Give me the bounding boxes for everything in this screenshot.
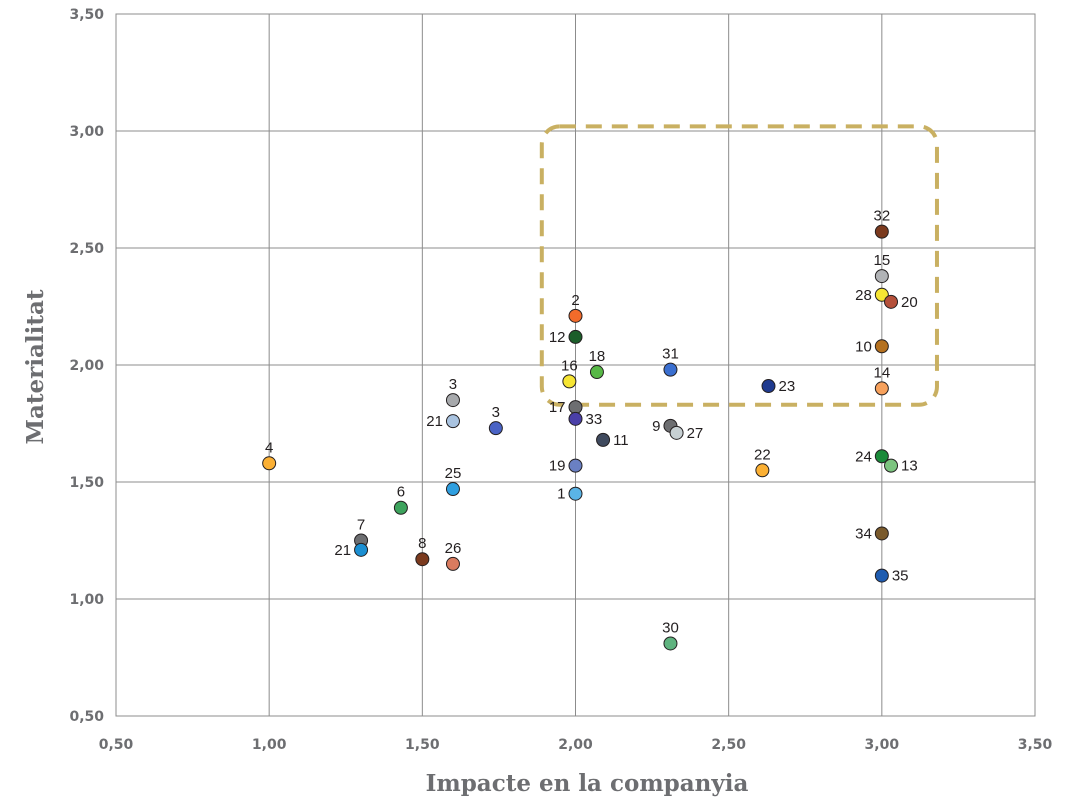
data-point-label: 16: [561, 357, 578, 374]
data-point: [445, 393, 460, 408]
data-point: [488, 421, 503, 436]
y-tick-label: 2,50: [69, 241, 104, 257]
data-point: [589, 365, 604, 380]
data-point: [874, 381, 889, 396]
tick-layer: 0,50 1,00 1,50 2,00 2,50 3,00 3,50 0,50 1,00 1,50…: [69, 7, 1052, 753]
data-point: [874, 568, 889, 583]
data-point: [568, 486, 583, 501]
data-point: [874, 449, 889, 464]
data-point: [354, 542, 369, 557]
data-point-label: 28: [855, 287, 872, 304]
data-point-label: 8: [418, 535, 426, 552]
data-point-label: 26: [445, 540, 462, 557]
data-point: [663, 362, 678, 377]
data-point-label: 6: [397, 484, 405, 501]
x-tick-label: 1,00: [252, 737, 287, 753]
data-point: [874, 339, 889, 354]
x-tick-label: 3,00: [865, 737, 900, 753]
data-point: [262, 456, 277, 471]
data-point: [669, 425, 684, 440]
data-point: [874, 287, 889, 302]
data-point-label: 34: [855, 525, 872, 542]
data-point: [874, 526, 889, 541]
data-point: [884, 458, 899, 473]
data-point: [568, 458, 583, 473]
data-point-label: 21: [426, 413, 443, 430]
y-tick-label: 1,00: [69, 592, 104, 608]
data-point: [568, 400, 583, 415]
data-point-label: 14: [873, 364, 890, 381]
data-point: [663, 636, 678, 651]
data-point: [874, 269, 889, 284]
data-point-label: 23: [778, 378, 795, 395]
data-point: [755, 463, 770, 478]
y-tick-label: 1,50: [69, 475, 104, 491]
x-tick-label: 1,50: [405, 737, 440, 753]
data-point-label: 18: [589, 348, 606, 365]
x-tick-label: 2,50: [711, 737, 746, 753]
y-tick-label: 2,00: [69, 358, 104, 374]
x-tick-label: 3,50: [1018, 737, 1053, 753]
data-point-label: 15: [873, 252, 890, 269]
data-point-label: 32: [873, 208, 890, 225]
data-point: [445, 482, 460, 497]
plot-frame: [115, 13, 1036, 717]
data-point-label: 35: [892, 568, 909, 585]
y-tick-label: 0,50: [69, 709, 104, 725]
y-tick-label: 3,50: [69, 7, 104, 23]
data-point-label: 11: [613, 432, 629, 449]
data-point-label: 25: [445, 465, 462, 482]
point-layer: [262, 224, 899, 651]
data-point: [568, 308, 583, 323]
data-point-label: 33: [586, 411, 603, 428]
data-point: [568, 411, 583, 426]
data-point-label: 24: [855, 448, 872, 465]
data-point-label: 19: [549, 458, 566, 475]
data-point-label: 12: [549, 329, 566, 346]
data-point: [393, 500, 408, 515]
highlight-layer: [539, 124, 939, 407]
data-point-label: 27: [687, 425, 704, 442]
highlight-region: [539, 124, 939, 407]
data-point-label: 22: [754, 446, 771, 463]
data-point: [874, 224, 889, 239]
y-tick-label: 3,00: [69, 124, 104, 140]
data-point-label: 3: [492, 404, 500, 421]
x-axis-title: Impacte en la companyia: [426, 770, 749, 797]
y-axis-title: Materialitat: [22, 289, 49, 444]
data-point: [445, 414, 460, 429]
data-point: [568, 329, 583, 344]
data-point: [445, 556, 460, 571]
data-point-label: 13: [901, 458, 918, 475]
data-point: [596, 432, 611, 447]
data-point-label: 10: [855, 338, 872, 355]
data-point-label: 20: [901, 294, 918, 311]
data-point-label: 31: [662, 346, 679, 363]
data-point: [761, 379, 776, 394]
data-point: [562, 374, 577, 389]
data-point: [415, 552, 430, 567]
grid-layer: [115, 13, 1036, 717]
data-point-label: 9: [652, 418, 660, 435]
data-point-label: 4: [265, 439, 273, 456]
data-point-label: 1: [557, 486, 565, 503]
data-point-label: 21: [334, 542, 351, 559]
data-point-label: 3: [449, 376, 457, 393]
x-tick-label: 2,00: [558, 737, 593, 753]
data-point-label: 17: [549, 399, 566, 416]
x-tick-label: 0,50: [99, 737, 134, 753]
data-point-label: 2: [571, 292, 579, 309]
data-point-label: 7: [357, 517, 365, 534]
data-point: [884, 294, 899, 309]
data-point-label: 30: [662, 619, 679, 636]
